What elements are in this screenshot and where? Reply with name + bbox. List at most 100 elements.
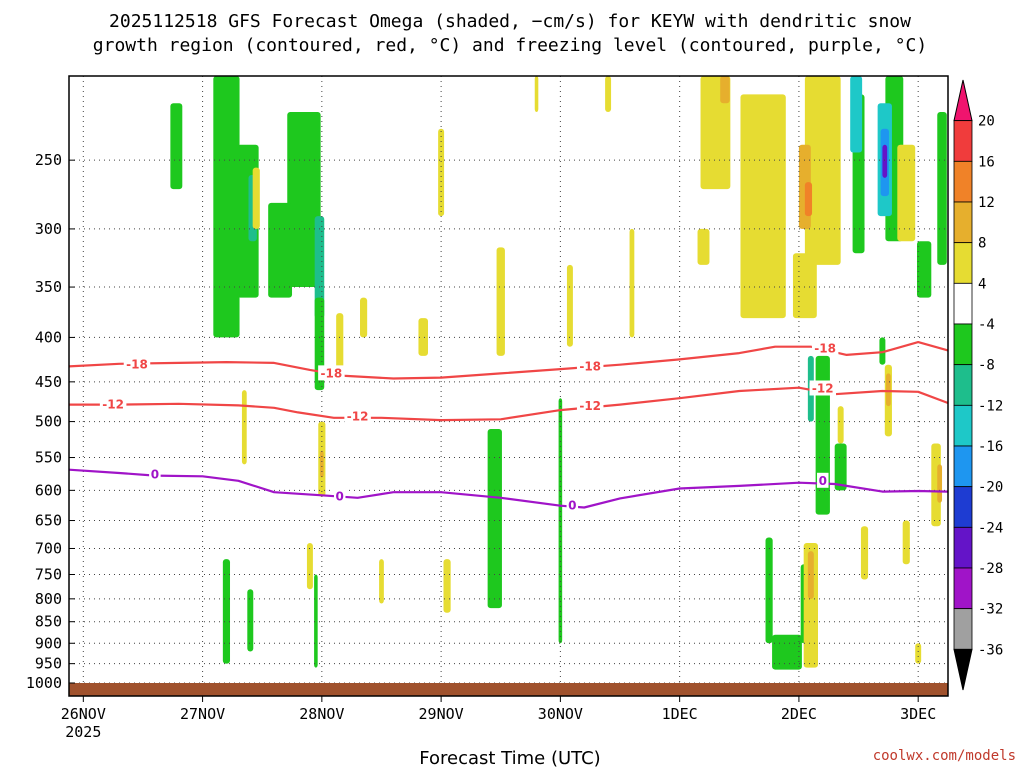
colorbar-swatch <box>953 201 973 244</box>
contour-label: -18 <box>579 359 601 373</box>
contour-label: -18 <box>814 342 836 356</box>
contour-label: 0 <box>336 490 344 504</box>
y-tick-label: 900 <box>35 634 62 652</box>
x-tick-label: 30NOV <box>538 705 583 723</box>
omega-cell-43 <box>700 76 731 190</box>
colorbar-label: -4 <box>978 317 995 333</box>
colorbar-swatch <box>953 526 973 569</box>
omega-shading <box>170 76 947 670</box>
contour-label-background <box>809 380 837 396</box>
colorbar-swatch <box>953 79 973 122</box>
x-tick-label: 1DEC <box>662 705 698 723</box>
omega-cell-33 <box>438 128 445 217</box>
omega-cell-59 <box>885 373 891 407</box>
omega-cell-58 <box>807 551 814 599</box>
colorbar-label: 12 <box>978 195 995 211</box>
omega-cell-42 <box>379 559 384 604</box>
omega-cell-14 <box>772 634 802 670</box>
omega-cell-60 <box>937 464 943 503</box>
colorbar-label: 16 <box>978 154 995 170</box>
colorbar-label: -16 <box>978 439 1003 455</box>
colorbar-swatch <box>953 120 973 162</box>
x-tick-label: 3DEC <box>900 705 936 723</box>
contour-label-background <box>817 472 829 488</box>
contour-label: -12 <box>579 399 601 413</box>
y-tick-label: 450 <box>35 373 62 391</box>
omega-cell-16 <box>815 355 830 515</box>
contour-label-background <box>99 396 127 412</box>
omega-cell-34 <box>566 264 573 347</box>
y-tick-label: 600 <box>35 481 62 499</box>
colorbar-label: -24 <box>978 520 1003 536</box>
omega-cell-17 <box>834 443 847 491</box>
colorbar-swatch <box>953 323 973 366</box>
omega-cell-37 <box>534 76 539 112</box>
colorbar-swatch <box>953 445 973 488</box>
ground-surface <box>69 683 948 696</box>
y-axis: 250 300 350 400 450 500 550 600 650 700 750 800 850 9… <box>26 151 75 692</box>
y-tick-label: 400 <box>35 328 62 346</box>
colorbar-swatch <box>953 404 973 447</box>
omega-cell-21 <box>937 111 947 265</box>
omega-cell-51 <box>837 406 844 444</box>
y-tick-label: 750 <box>35 566 62 584</box>
y-tick-label: 800 <box>35 590 62 608</box>
plot-frame <box>68 75 949 697</box>
colorbar-swatch <box>953 608 973 650</box>
colorbar-label: -28 <box>978 561 1003 577</box>
omega-cell-48 <box>697 228 710 265</box>
colorbar-label: 8 <box>978 236 986 252</box>
y-tick-label: 650 <box>35 512 62 530</box>
y-tick-label: 550 <box>35 449 62 467</box>
contour-label: -12 <box>102 398 124 412</box>
omega-cell-45 <box>804 76 841 265</box>
colorbar-label: -12 <box>978 398 1003 414</box>
omega-cell-9 <box>558 398 563 644</box>
contour-label-background <box>576 398 604 414</box>
y-tick-label: 700 <box>35 539 62 557</box>
omega-cell-5 <box>268 202 293 298</box>
omega-cell-29 <box>336 313 344 374</box>
y-tick-label: 350 <box>35 278 62 296</box>
colorbar-swatch <box>953 282 973 325</box>
colorbar-swatch <box>953 242 973 284</box>
contour-label: -18 <box>321 366 343 380</box>
colorbar-swatch <box>953 364 973 406</box>
omega-cell-6 <box>170 103 183 190</box>
contour-label: -12 <box>812 381 834 395</box>
credit-text: coolwx.com/models <box>873 748 1016 764</box>
omega-cell-38 <box>241 390 247 465</box>
x-axis-title: Forecast Time (UTC) <box>419 748 600 768</box>
contour-labels: -18 -18 -18 -18 -12 -12 -12 -12 0 0 0 0 <box>99 340 839 513</box>
contour-label-background <box>344 408 371 424</box>
contour-label: 0 <box>819 474 827 488</box>
omega-cell-62 <box>804 182 813 217</box>
contour-line--18 <box>68 341 949 380</box>
omega-cell-11 <box>247 589 254 652</box>
colorbar-label: -36 <box>978 642 1003 658</box>
omega-cell-30 <box>360 297 368 338</box>
colorbar-label: -20 <box>978 480 1003 496</box>
omega-cell-0 <box>213 76 240 338</box>
omega-cell-36 <box>629 228 635 338</box>
x-tick-sublabel: 2025 <box>65 723 101 741</box>
omega-cell-1 <box>287 111 321 288</box>
y-tick-label: 300 <box>35 220 62 238</box>
y-tick-label: 250 <box>35 151 62 169</box>
contour-label-background <box>811 340 839 356</box>
omega-cell-28 <box>252 167 260 229</box>
omega-cell-46 <box>792 253 817 319</box>
omega-cell-10 <box>222 559 231 664</box>
y-tick-label: 950 <box>35 655 62 673</box>
contour-label: -12 <box>347 409 369 423</box>
grid-lines <box>69 76 948 696</box>
x-tick-label: 28NOV <box>299 705 344 723</box>
chart-title-line-1: 2025112518 GFS Forecast Omega (shaded, −… <box>109 11 911 32</box>
y-tick-label: 500 <box>35 413 62 431</box>
y-tick-label: 850 <box>35 613 62 631</box>
omega-cell-27 <box>882 144 888 178</box>
omega-cell-61 <box>320 450 324 478</box>
omega-cell-8 <box>487 429 502 609</box>
